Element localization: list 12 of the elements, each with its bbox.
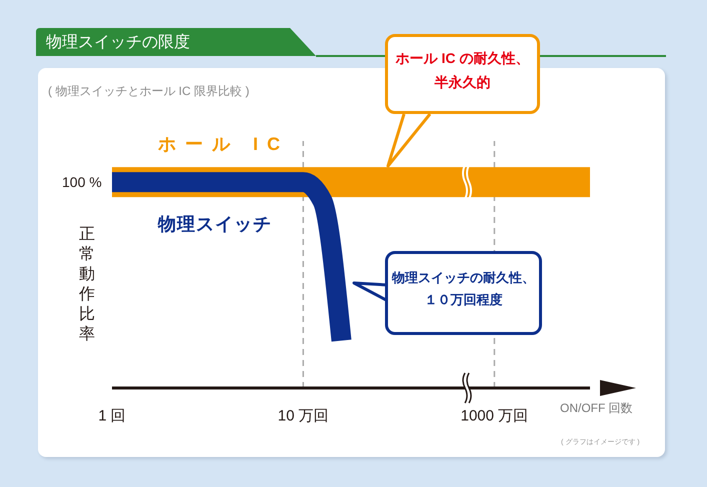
y-axis-title: 正常動作比率	[78, 225, 96, 345]
series-label: ホール IC	[158, 133, 290, 156]
chart-title: 物理スイッチの限度	[46, 32, 190, 53]
x-tick-label: 1 回	[98, 408, 126, 425]
text: ホール IC の耐久性、半永久的	[394, 49, 530, 92]
text: 100 %	[62, 174, 102, 190]
x-tick-label: 1000 万回	[460, 408, 528, 425]
x-axis-title: ON/OFF 回数	[560, 400, 633, 417]
series-label: 物理スイッチ	[158, 213, 272, 236]
x-tick-label: 10 万回	[278, 408, 329, 425]
annotation: 物理スイッチの耐久性、１０万回程度	[390, 269, 536, 309]
chart-subtitle: ( 物理スイッチとホール IC 限界比較 )	[48, 83, 250, 100]
